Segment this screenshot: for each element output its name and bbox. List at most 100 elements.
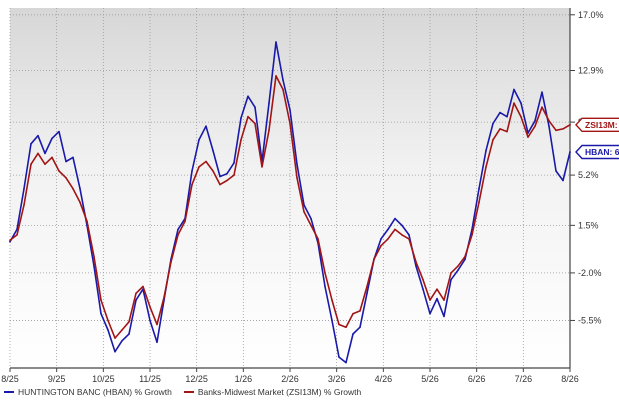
data-point-s0-15 (114, 350, 116, 353)
end-label-text-1: ZSI13M: 8.9% (585, 120, 619, 130)
end-label-text-0: HBAN: 6.9% (585, 147, 619, 157)
data-point-s0-38 (275, 41, 277, 43)
data-point-s1-41 (296, 176, 298, 179)
data-point-s0-17 (128, 333, 130, 335)
data-point-s1-30 (219, 183, 221, 186)
data-point-s1-66 (471, 234, 473, 236)
data-point-s1-51 (366, 285, 368, 288)
legend-item-hban: HUNTINGTON BANC (HBAN) % Growth (4, 387, 172, 397)
data-point-s0-73 (520, 102, 522, 104)
data-point-s1-2 (23, 204, 25, 206)
y-tick-label-3: 5.2% (578, 170, 599, 180)
data-point-s1-15 (114, 337, 116, 339)
data-point-s0-7 (58, 130, 60, 133)
data-point-s0-21 (156, 341, 158, 344)
data-point-s1-35 (254, 122, 256, 125)
data-point-s1-42 (303, 210, 305, 213)
data-point-s1-52 (373, 258, 375, 261)
data-point-s0-71 (506, 115, 508, 118)
data-point-s1-28 (205, 160, 207, 163)
data-point-s1-10 (79, 201, 81, 204)
data-point-s1-56 (401, 234, 403, 236)
data-point-s0-14 (107, 329, 109, 331)
data-point-s1-76 (541, 106, 543, 109)
data-point-s0-37 (268, 102, 270, 104)
data-point-s1-37 (268, 129, 270, 132)
y-tick-label-0: 17.0% (578, 10, 604, 20)
data-point-s0-58 (415, 265, 417, 267)
data-point-s0-27 (198, 138, 200, 141)
data-point-s1-31 (226, 179, 228, 182)
x-tick-label-4: 12/25 (185, 374, 208, 384)
data-point-s1-24 (177, 234, 179, 236)
x-tick-label-10: 6/26 (468, 374, 486, 384)
data-point-s1-60 (429, 299, 431, 301)
x-tick-label-5: 1/26 (235, 374, 253, 384)
end-label-box-1 (575, 117, 619, 133)
data-point-s1-59 (422, 278, 424, 281)
data-point-s1-13 (100, 299, 102, 301)
data-point-s1-77 (548, 119, 550, 122)
data-point-s1-54 (387, 238, 389, 240)
data-point-s1-4 (37, 152, 39, 155)
data-point-s0-0 (9, 240, 11, 243)
data-point-s0-67 (478, 187, 480, 190)
data-point-s0-28 (205, 125, 207, 128)
legend-label-zsi13m: Banks-Midwest Market (ZSI13M) % Growth (197, 387, 362, 397)
data-point-s1-63 (450, 272, 452, 274)
data-point-s0-75 (534, 119, 536, 122)
data-point-s0-70 (499, 111, 501, 114)
data-point-s0-31 (226, 172, 228, 175)
data-point-s1-62 (443, 299, 445, 301)
data-point-s0-78 (555, 170, 557, 172)
data-point-s1-14 (107, 319, 109, 322)
data-point-s1-27 (198, 166, 200, 168)
data-point-s1-44 (317, 238, 319, 240)
x-tick-label-7: 3/26 (328, 374, 346, 384)
data-point-s1-39 (282, 88, 284, 91)
data-point-s0-64 (457, 269, 459, 272)
legend-label-hban: HUNTINGTON BANC (HBAN) % Growth (18, 387, 172, 397)
data-point-s1-3 (30, 163, 32, 166)
data-point-s1-38 (275, 75, 277, 77)
data-point-s1-6 (51, 156, 53, 159)
data-point-s0-10 (79, 187, 81, 190)
data-point-s0-20 (149, 319, 151, 322)
data-point-s0-53 (380, 238, 382, 240)
data-point-s1-47 (338, 323, 340, 326)
y-tick-label-4: 1.5% (578, 220, 599, 230)
data-point-s0-45 (324, 285, 326, 288)
data-point-s1-58 (415, 261, 417, 263)
data-point-s1-68 (485, 166, 487, 168)
data-point-s0-61 (436, 297, 438, 300)
data-point-s0-30 (219, 175, 221, 178)
data-point-s0-72 (513, 88, 515, 91)
data-point-s0-41 (296, 163, 298, 166)
data-point-s1-75 (534, 125, 536, 128)
data-point-s1-17 (128, 320, 130, 323)
data-point-s1-19 (142, 285, 144, 288)
data-point-s1-23 (170, 261, 172, 263)
legend-swatch-hban (4, 391, 14, 393)
data-point-s0-80 (569, 151, 571, 153)
data-point-s0-49 (352, 333, 354, 335)
data-point-s0-76 (541, 91, 543, 94)
data-point-s0-33 (240, 117, 242, 119)
data-point-s1-5 (44, 163, 46, 166)
data-point-s0-18 (135, 299, 137, 301)
data-point-s1-55 (394, 228, 396, 231)
x-tick-label-1: 9/25 (48, 374, 66, 384)
data-point-s0-68 (485, 149, 487, 152)
x-tick-label-11: 7/26 (515, 374, 533, 384)
data-point-s0-57 (408, 234, 410, 236)
y-tick-label-1: 12.9% (578, 65, 604, 75)
data-point-s1-11 (86, 220, 88, 223)
x-tick-label-8: 4/26 (375, 374, 393, 384)
data-point-s1-73 (520, 115, 522, 118)
data-point-s1-67 (478, 201, 480, 204)
data-point-s1-33 (240, 138, 242, 141)
data-point-s0-50 (359, 326, 361, 329)
data-point-s1-9 (72, 187, 74, 190)
data-point-s1-18 (135, 292, 137, 295)
